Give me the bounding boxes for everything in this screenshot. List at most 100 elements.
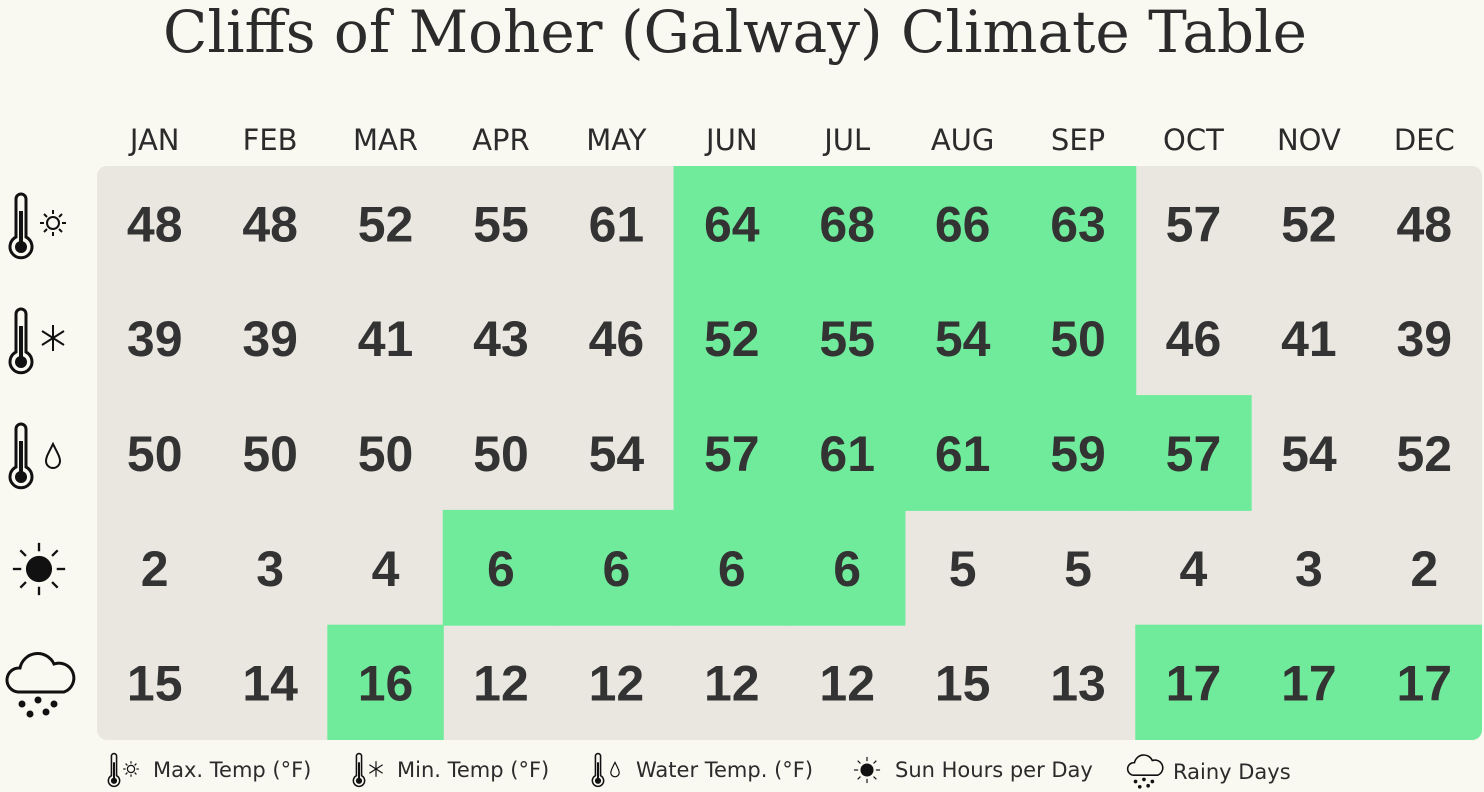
cell-value: 4	[1180, 541, 1208, 597]
cell-value: 41	[1281, 311, 1337, 367]
cell-value: 43	[473, 311, 529, 367]
cell-value: 57	[1166, 196, 1222, 252]
legend-icon	[853, 756, 881, 784]
cell-value: 61	[935, 426, 991, 482]
cell-value: 14	[242, 656, 298, 712]
cell-value: 52	[1281, 196, 1337, 252]
highlight-cell	[558, 509, 675, 626]
cell-value: 5	[1064, 541, 1092, 597]
cell-value: 48	[1396, 196, 1452, 252]
cell-value: 48	[127, 196, 183, 252]
cell-value: 55	[473, 196, 529, 252]
highlight-cell	[1250, 624, 1368, 740]
month-label: MAY	[586, 123, 647, 157]
highlight-cell	[904, 395, 1021, 511]
highlight-cell	[789, 395, 906, 511]
highlight-cell	[1019, 395, 1137, 511]
cell-value: 57	[704, 426, 760, 482]
legend-icon	[591, 752, 605, 788]
legend-label: Sun Hours per Day	[895, 758, 1093, 782]
cloud-icon	[5, 652, 76, 718]
drop-icon	[45, 443, 61, 469]
legend-label: Water Temp. (°F)	[636, 758, 813, 782]
cell-value: 39	[127, 311, 183, 367]
legend-label: Min. Temp (°F)	[397, 758, 549, 782]
cell-value: 64	[704, 196, 760, 252]
cell-value: 15	[127, 656, 183, 712]
cell-value: 61	[819, 426, 875, 482]
month-label: NOV	[1277, 123, 1341, 157]
highlight-cell	[1135, 624, 1252, 740]
month-label: APR	[472, 123, 529, 157]
highlights	[327, 166, 1482, 740]
cell-value: 54	[935, 311, 991, 367]
thermometer-icon	[8, 192, 34, 260]
cell-value: 2	[141, 541, 169, 597]
cell-value: 52	[358, 196, 414, 252]
cell-value: 15	[935, 656, 991, 712]
row-icons	[5, 192, 76, 718]
cell-value: 17	[1166, 656, 1222, 712]
cell-value: 12	[819, 656, 875, 712]
cell-value: 4	[372, 541, 400, 597]
cell-value: 63	[1050, 196, 1106, 252]
cell-value: 12	[473, 656, 529, 712]
highlight-cell	[1366, 624, 1482, 740]
legend-label: Max. Temp (°F)	[153, 758, 311, 782]
legend-icon	[368, 760, 384, 778]
highlight-cell	[789, 280, 906, 397]
cell-value: 66	[935, 196, 991, 252]
legend: Max. Temp (°F) Min. Temp (°F) Water Temp…	[107, 752, 1291, 789]
legend-icon	[610, 761, 620, 778]
cell-value: 3	[256, 541, 284, 597]
cell-value: 3	[1295, 541, 1323, 597]
cell-value: 61	[589, 196, 645, 252]
cell-value: 5	[949, 541, 977, 597]
highlight-cell	[1019, 280, 1137, 397]
legend-icon	[122, 760, 140, 778]
sun-icon	[11, 541, 67, 597]
cell-value: 54	[1281, 426, 1337, 482]
cell-value: 50	[358, 426, 414, 482]
highlight-cell	[789, 166, 906, 282]
month-label: JUL	[822, 123, 870, 157]
sun-icon	[39, 209, 67, 237]
month-label: AUG	[931, 123, 995, 157]
legend-icon	[352, 752, 366, 788]
title: Cliffs of Moher (Galway) Climate Table	[163, 0, 1307, 66]
cell-value: 52	[704, 311, 760, 367]
legend-label: Rainy Days	[1173, 760, 1291, 784]
cell-value: 17	[1396, 656, 1452, 712]
cell-value: 50	[1050, 311, 1106, 367]
cell-value: 50	[473, 426, 529, 482]
cell-value: 41	[358, 311, 414, 367]
month-label: MAR	[353, 123, 418, 157]
cell-value: 6	[602, 541, 630, 597]
cell-value: 2	[1410, 541, 1438, 597]
highlight-cell	[904, 166, 1021, 282]
cell-value: 12	[589, 656, 645, 712]
cell-value: 39	[242, 311, 298, 367]
highlight-cell	[442, 509, 560, 626]
month-label: FEB	[243, 123, 298, 157]
cell-value: 48	[242, 196, 298, 252]
month-label: DEC	[1394, 123, 1455, 157]
highlight-cell	[789, 509, 906, 626]
cell-value: 57	[1166, 426, 1222, 482]
legend-icon	[107, 752, 121, 788]
month-label: JUN	[704, 123, 757, 157]
highlight-cell	[673, 395, 790, 511]
highlight-cell	[327, 624, 444, 740]
highlight-cell	[1135, 395, 1252, 511]
cell-value: 59	[1050, 426, 1106, 482]
cell-value: 68	[819, 196, 875, 252]
cell-value: 16	[358, 656, 414, 712]
highlight-cell	[904, 280, 1021, 397]
cell-value: 6	[718, 541, 746, 597]
cell-value: 46	[589, 311, 645, 367]
cell-value: 46	[1166, 311, 1222, 367]
cell-value: 6	[833, 541, 861, 597]
